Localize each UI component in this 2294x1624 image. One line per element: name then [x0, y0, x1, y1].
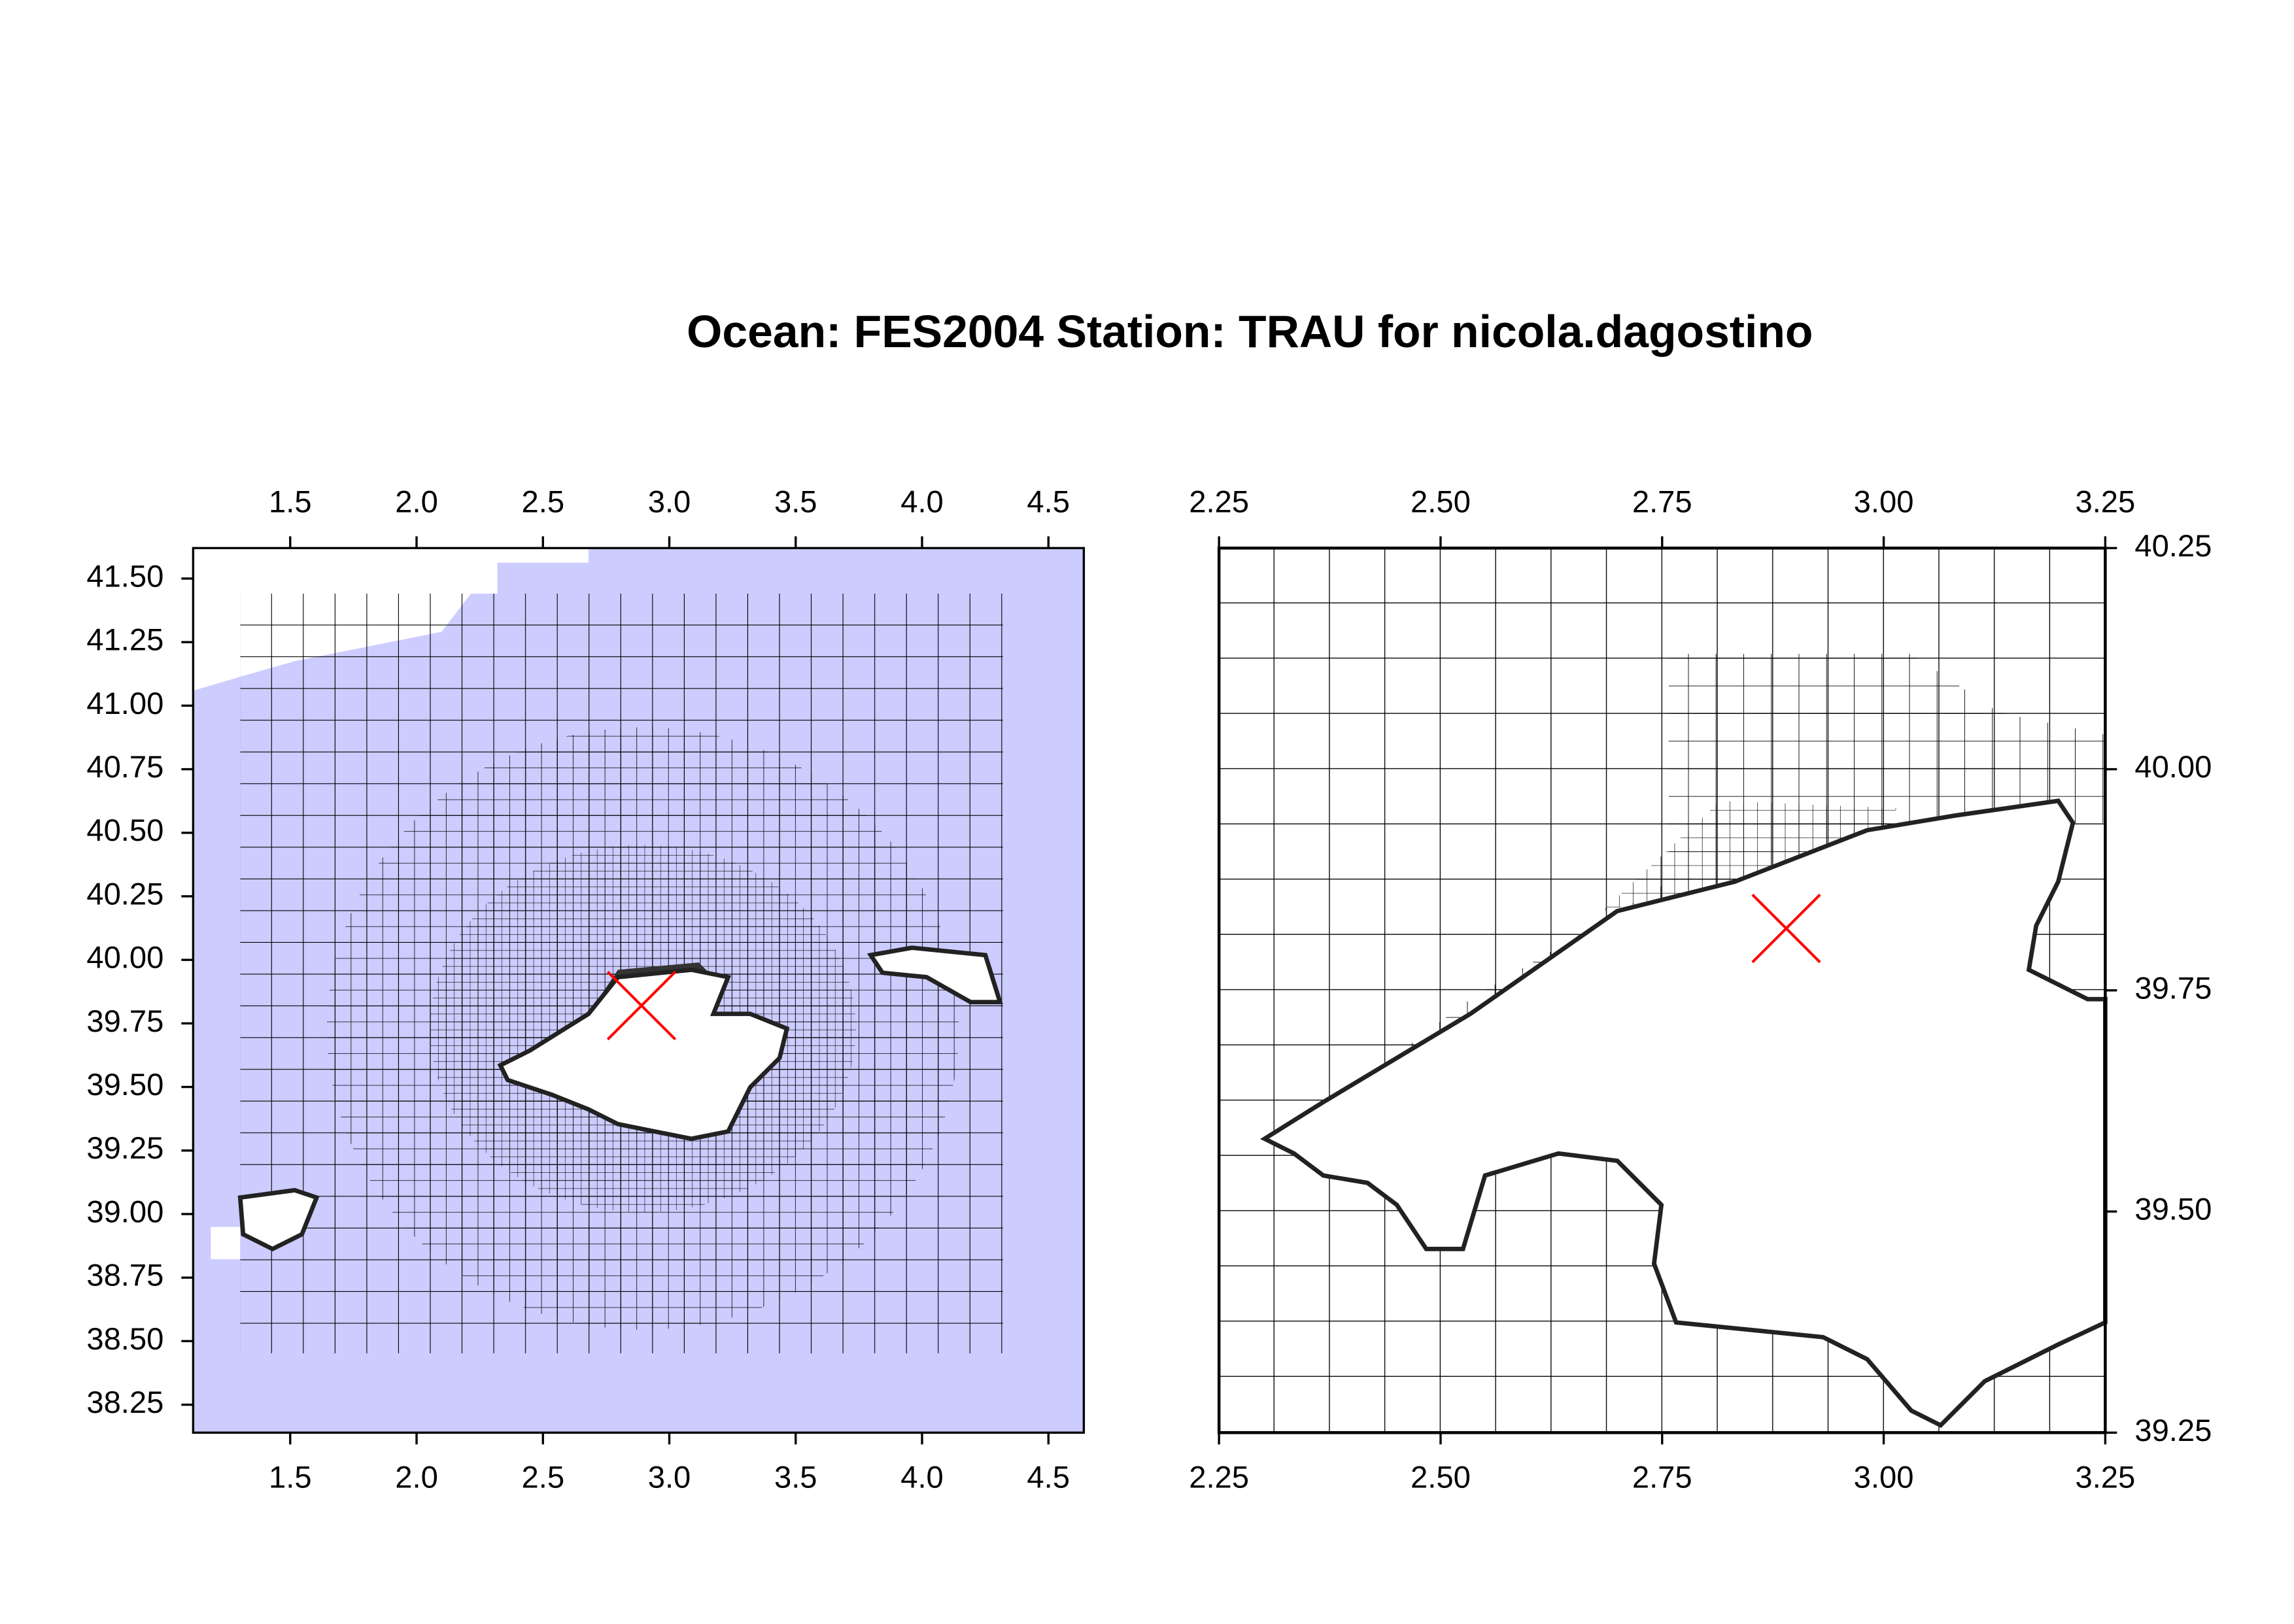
y-tick-label: 41.50 [86, 559, 163, 594]
y-tick-label: 40.00 [86, 941, 163, 975]
y-tick-label: 38.25 [86, 1385, 163, 1420]
island-mallorca [1259, 798, 2108, 1429]
x-tick-label: 2.0 [395, 484, 438, 519]
island-ibiza [237, 1188, 320, 1252]
outside-area [211, 1226, 241, 1260]
station-marker [606, 971, 677, 1041]
y-tick-label: 39.25 [86, 1131, 163, 1166]
x-tick-label: 3.00 [1854, 484, 1914, 519]
title: Ocean: FES2004 Station: TRAU for nicola.… [687, 306, 1813, 357]
x-tick-label: 3.25 [2075, 484, 2135, 519]
x-tick-label: 3.0 [648, 484, 691, 519]
x-tick-label: 2.25 [1189, 484, 1249, 519]
y-tick-label: 39.50 [2134, 1193, 2212, 1227]
x-tick-label: 3.5 [774, 484, 817, 519]
x-tick-label: 3.25 [2075, 1461, 2135, 1495]
y-tick-label: 39.50 [86, 1068, 163, 1102]
x-tick-label: 4.5 [1027, 1461, 1070, 1495]
x-tick-label: 4.0 [900, 484, 944, 519]
station-marker [1751, 893, 1821, 964]
frame [192, 547, 1086, 1434]
x-tick-label: 2.50 [1411, 484, 1471, 519]
x-tick-label: 1.5 [269, 1461, 312, 1495]
y-tick-label: 40.50 [86, 813, 163, 848]
right-map [1217, 547, 2108, 1434]
x-tick-label: 3.5 [774, 1461, 817, 1495]
x-tick-label: 2.5 [521, 1461, 564, 1495]
y-tick-label: 39.25 [2134, 1413, 2212, 1448]
y-tick-label: 39.75 [2134, 971, 2212, 1006]
x-tick-label: 2.0 [395, 1461, 438, 1495]
island-menorca [866, 945, 1003, 1005]
x-tick-label: 2.50 [1411, 1461, 1471, 1495]
x-tick-label: 1.5 [269, 484, 312, 519]
x-tick-label: 4.5 [1027, 484, 1070, 519]
x-tick-label: 3.0 [648, 1461, 691, 1495]
y-tick-label: 39.75 [86, 1004, 163, 1039]
y-tick-label: 40.00 [2134, 750, 2212, 785]
y-tick-label: 39.00 [86, 1194, 163, 1229]
x-tick-label: 3.00 [1854, 1461, 1914, 1495]
y-tick-label: 38.75 [86, 1259, 163, 1293]
y-tick-label: 40.75 [86, 750, 163, 785]
left-map [192, 547, 1086, 1434]
y-tick-label: 41.00 [86, 686, 163, 721]
x-tick-label: 2.25 [1189, 1461, 1249, 1495]
x-tick-label: 4.0 [900, 1461, 944, 1495]
y-tick-label: 40.25 [2134, 529, 2212, 564]
x-tick-label: 2.75 [1632, 1461, 1692, 1495]
y-tick-label: 41.25 [86, 623, 163, 658]
y-tick-label: 40.25 [86, 877, 163, 911]
x-tick-label: 2.75 [1632, 484, 1692, 519]
y-tick-label: 38.50 [86, 1322, 163, 1357]
island-mallorca [497, 967, 790, 1142]
x-tick-label: 2.5 [521, 484, 564, 519]
mesh [240, 593, 1003, 1353]
